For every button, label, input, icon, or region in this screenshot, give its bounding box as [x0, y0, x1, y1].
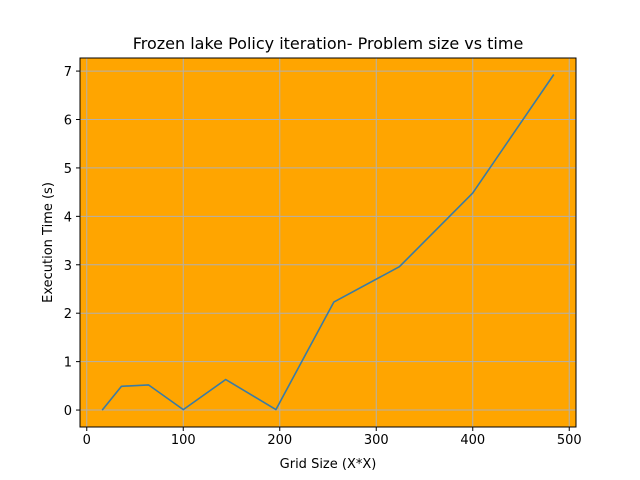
y-tick-label: 5	[64, 162, 72, 177]
y-tick-label: 1	[64, 356, 72, 371]
series-line	[101, 74, 555, 411]
x-tick-label: 0	[83, 433, 91, 448]
y-tick-label: 3	[64, 259, 72, 274]
series-group	[101, 74, 555, 411]
x-axis: 0 100 200 300 400 500	[83, 427, 582, 448]
plot-area	[80, 58, 576, 427]
y-tick-label: 2	[64, 307, 72, 322]
y-axis: 0 1 2 3 4 5 6 7	[64, 65, 80, 419]
x-tick-label: 400	[460, 433, 485, 448]
y-tick-label: 0	[64, 404, 72, 419]
x-tick-label: 200	[267, 433, 292, 448]
x-tick-label: 500	[557, 433, 582, 448]
x-tick-label: 100	[171, 433, 196, 448]
y-tick-label: 6	[64, 114, 72, 129]
y-tick-label: 4	[64, 210, 72, 225]
x-tick-label: 300	[364, 433, 389, 448]
x-axis-label: Grid Size (X*X)	[280, 457, 377, 472]
grid	[80, 58, 576, 427]
chart-title: Frozen lake Policy iteration- Problem si…	[133, 34, 524, 53]
y-axis-label: Execution Time (s)	[41, 182, 56, 303]
plot-frame	[79, 57, 577, 428]
y-tick-label: 7	[64, 65, 72, 80]
